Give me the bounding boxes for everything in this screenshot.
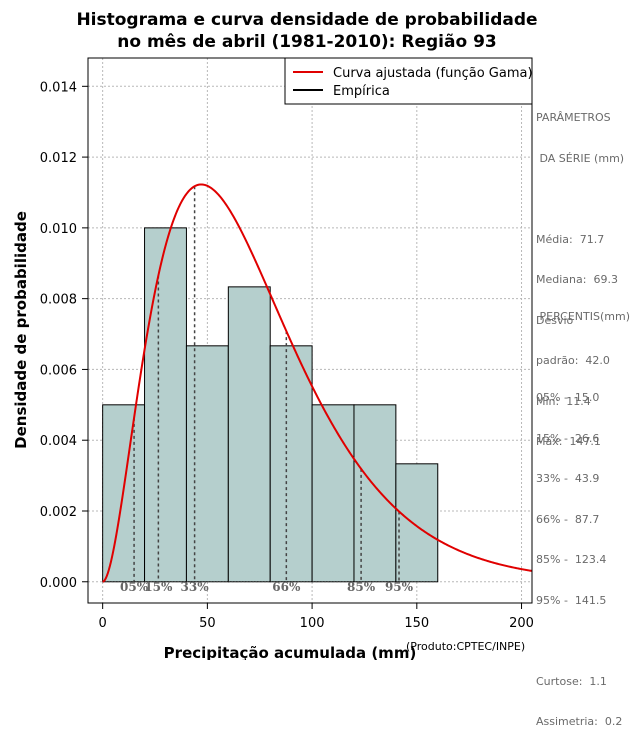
histogram-chart: Histograma e curva densidade de probabil… [12,10,538,660]
y-tick-label: 0.002 [40,505,77,520]
percentile-label-33: 33% [181,580,210,594]
percentile-line: 15% - 26.6 [536,431,600,445]
percentile-line: 33% - 43.9 [536,472,600,485]
x-tick-label: 200 [509,616,534,631]
series-parameters-panel: PARÂMETROS DA SÉRIE (mm) ​ Média: 71.7 M… [536,84,640,476]
skewness-line: Assimetria: 0.2 [536,715,623,728]
percentile-label-15: 15% [144,580,173,594]
stat-line: Mín: 11.4 [536,394,591,408]
bars-layer [102,227,439,583]
legend-entry-2: Empírica [333,84,390,99]
percentis-spacer-2: ​ [536,634,640,648]
x-tick-label: 150 [404,616,429,631]
percentile-line: 95% - 141.5 [536,593,607,607]
percentiles-panel: PERCENTIS(mm) ​ 05% - 15.0 15% - 26.6 33… [536,283,640,756]
percentile-label-66: 66% [272,580,301,594]
histogram-bar-4 [227,286,271,583]
x-tick-label: 100 [300,616,325,631]
y-tick-label: 0.006 [40,363,77,378]
x-axis-label: Precipitação acumulada (mm) [164,644,417,660]
gamma-fitted-curve [102,183,533,583]
percentile-label-05: 05% [120,580,149,594]
histogram-bar-7 [353,404,397,583]
stat-line: Máx: 147.1 [536,435,601,448]
kurtosis-line: Curtose: 1.1 [536,674,607,688]
chart-page: Histograma e curva densidade de probabil… [12,10,640,728]
percentile-line: 85% - 123.4 [536,553,607,566]
percentile-line: 05% - 15.0 [536,391,600,404]
percentile-line: 66% - 87.7 [536,512,600,526]
params-title-1: PARÂMETROS [536,111,611,124]
y-tick-label: 0.010 [40,222,77,237]
params-title-2: DA SÉRIE (mm) [536,151,625,165]
stat-line: Média: 71.7 [536,232,605,246]
y-tick-label: 0.008 [40,293,77,308]
x-tick-label: 0 [99,616,107,631]
y-tick-label: 0.014 [40,80,77,95]
curve-layer [102,183,533,583]
percentis-title: PERCENTIS(mm) [536,310,630,323]
legend: Curva ajustada (função Gama) Empírica [284,57,533,105]
histogram-bar-6 [311,404,355,583]
product-credit: (Produto:CPTEC/INPE) [406,640,525,653]
stat-line: Mediana: 69.3 [536,273,618,286]
percentile-label-95: 95% [385,580,414,594]
percentis-spacer: ​ [536,351,640,365]
y-axis-label: Densidade de probabilidade [12,211,30,449]
stat-line: Desvio [536,313,574,327]
chart-title-line-2: no mês de abril (1981-2010): Região 93 [117,32,496,52]
histogram-bar-3 [185,345,229,583]
legend-entry-1: Curva ajustada (função Gama) [333,66,533,81]
y-tick-label: 0.000 [40,576,77,591]
histogram-bar-8 [395,463,439,583]
histogram-bar-2 [144,227,187,583]
x-tick-label: 50 [199,616,216,631]
histogram-bar-5 [269,345,313,583]
stat-line: padrão: 42.0 [536,354,610,367]
percentile-markers-layer: 05%15% 33% 66% 85% 95% [120,186,414,594]
y-tick-label: 0.004 [40,434,77,449]
legend-box [284,57,533,105]
chart-title-line-1: Histograma e curva densidade de probabil… [76,10,537,30]
params-spacer: ​ [536,192,640,206]
percentile-label-85: 85% [347,580,376,594]
y-tick-label: 0.012 [40,151,77,166]
